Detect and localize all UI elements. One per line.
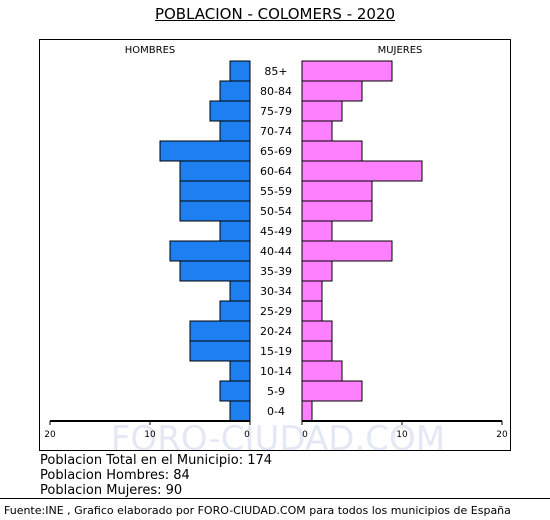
bar-mujeres-40-44 [301, 240, 393, 262]
chart-title: POBLACION - COLOMERS - 2020 [154, 5, 396, 23]
x-tick-label-0: 20 [44, 430, 56, 440]
bar-mujeres-30-34 [301, 280, 323, 302]
bar-hombres-40-44 [169, 240, 251, 262]
age-label-40-44: 40-44 [260, 245, 292, 258]
watermark: FORO-CIUDAD.COM [111, 419, 445, 450]
bar-mujeres-20-24 [301, 320, 333, 342]
age-label-25-29: 25-29 [260, 305, 292, 318]
chart-frame: HOMBRES MUJERES FORO-CIUDAD.COM 85+ 80-84… [39, 39, 511, 451]
source-note: Fuente:INE , Grafico elaborado por FORO-… [4, 504, 511, 517]
x-tick-label-1: 10 [144, 430, 156, 440]
age-label-45-49: 45-49 [260, 225, 292, 238]
age-label-50-54: 50-54 [260, 205, 292, 218]
bar-hombres-35-39 [179, 260, 251, 282]
bar-hombres-80-84 [219, 80, 251, 102]
age-label-65-69: 65-69 [260, 145, 292, 158]
bar-hombres-10-14 [229, 360, 251, 382]
stat-total: Poblacion Total en el Municipio: 174 [40, 453, 273, 468]
bar-mujeres-45-49 [301, 220, 333, 242]
bar-hombres-85+ [229, 60, 251, 82]
bar-hombres-20-24 [189, 320, 251, 342]
x-tick-label-5: 20 [496, 430, 508, 440]
age-label-10-14: 10-14 [260, 365, 292, 378]
population-pyramid: HOMBRES MUJERES FORO-CIUDAD.COM 85+ 80-84… [44, 45, 508, 450]
age-label-75-79: 75-79 [260, 105, 292, 118]
bar-hombres-45-49 [219, 220, 251, 242]
bar-hombres-50-54 [179, 200, 251, 222]
bar-hombres-25-29 [219, 300, 251, 322]
stat-mujeres: Poblacion Mujeres: 90 [40, 483, 183, 498]
age-label-80-84: 80-84 [260, 85, 292, 98]
age-label-20-24: 20-24 [260, 325, 292, 338]
age-label-0-4: 0-4 [267, 405, 285, 418]
left-label: HOMBRES [125, 45, 176, 56]
bar-mujeres-60-64 [301, 160, 423, 182]
age-label-60-64: 60-64 [260, 165, 292, 178]
bar-mujeres-15-19 [301, 340, 333, 362]
bar-mujeres-55-59 [301, 180, 373, 202]
bar-mujeres-80-84 [301, 80, 363, 102]
age-label-70-74: 70-74 [260, 125, 292, 138]
x-tick-label-2: 0 [244, 430, 250, 440]
x-tick-label-4: 10 [396, 430, 408, 440]
stat-hombres: Poblacion Hombres: 84 [40, 468, 190, 483]
bar-hombres-75-79 [209, 100, 251, 122]
age-label-55-59: 55-59 [260, 185, 292, 198]
bar-mujeres-70-74 [301, 120, 333, 142]
bar-mujeres-0-4 [301, 400, 313, 422]
bar-mujeres-85+ [301, 60, 393, 82]
bar-mujeres-50-54 [301, 200, 373, 222]
age-label-30-34: 30-34 [260, 285, 292, 298]
source-divider [0, 498, 550, 499]
age-label-85+: 85+ [264, 65, 287, 78]
age-label-5-9: 5-9 [267, 385, 285, 398]
bar-hombres-30-34 [229, 280, 251, 302]
bar-hombres-5-9 [219, 380, 251, 402]
bar-hombres-55-59 [179, 180, 251, 202]
bar-mujeres-35-39 [301, 260, 333, 282]
bar-hombres-65-69 [159, 140, 251, 162]
bar-mujeres-75-79 [301, 100, 343, 122]
bar-hombres-0-4 [229, 400, 251, 422]
bar-hombres-70-74 [219, 120, 251, 142]
age-label-35-39: 35-39 [260, 265, 292, 278]
bar-mujeres-65-69 [301, 140, 363, 162]
bar-hombres-15-19 [189, 340, 251, 362]
x-tick-label-3: 0 [302, 430, 308, 440]
bar-mujeres-10-14 [301, 360, 343, 382]
bar-mujeres-25-29 [301, 300, 323, 322]
bar-hombres-60-64 [179, 160, 251, 182]
bar-mujeres-5-9 [301, 380, 363, 402]
right-label: MUJERES [378, 45, 423, 56]
age-label-15-19: 15-19 [260, 345, 292, 358]
